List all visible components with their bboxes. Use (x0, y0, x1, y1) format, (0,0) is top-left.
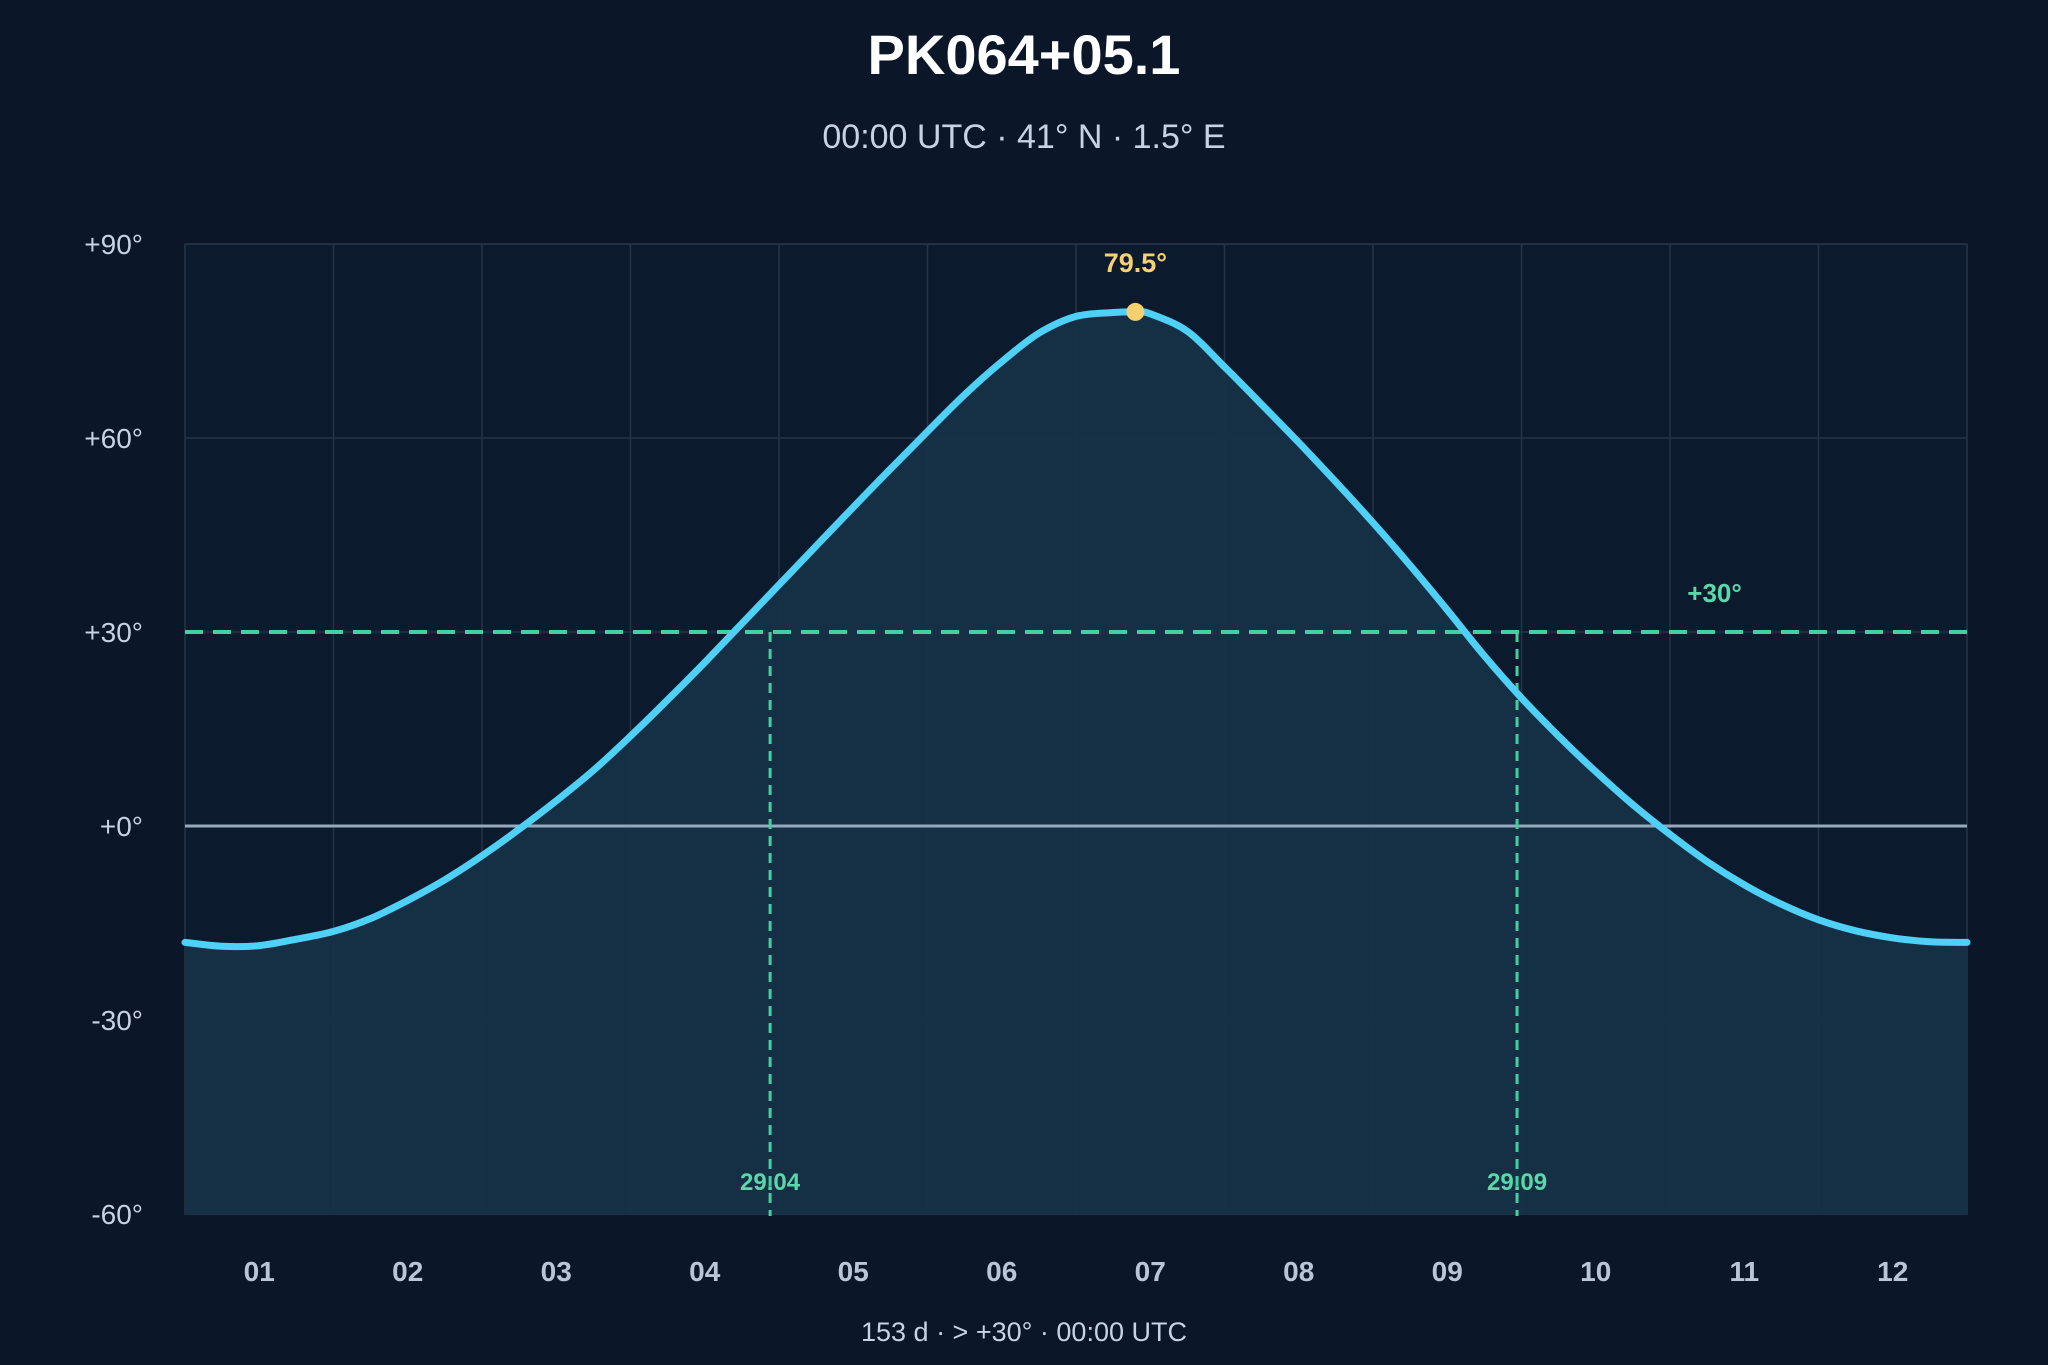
x-axis-ticks: 01 02 03 04 05 06 07 08 09 10 11 12 (244, 1256, 1909, 1287)
peak-marker (1126, 302, 1145, 321)
x-tick-label: 09 (1432, 1256, 1463, 1287)
x-tick-label: 05 (838, 1256, 869, 1287)
threshold-label: +30° (1687, 578, 1742, 608)
x-tick-label: 04 (689, 1256, 721, 1287)
x-tick-label: 02 (392, 1256, 423, 1287)
y-tick-label: +60° (84, 423, 143, 454)
x-tick-label: 03 (541, 1256, 572, 1287)
x-tick-label: 07 (1135, 1256, 1166, 1287)
series-line (181, 308, 1971, 951)
x-tick-label: 11 (1729, 1256, 1759, 1287)
peak-label: 79.5° (1104, 248, 1167, 278)
y-tick-label: -60° (91, 1199, 143, 1230)
y-tick-label: -30° (91, 1005, 143, 1036)
y-tick-label: +0° (100, 811, 143, 842)
threshold-crossings: 29.04 29.09 (740, 632, 1547, 1216)
x-tick-label: 12 (1877, 1256, 1908, 1287)
crossing-label: 29.04 (740, 1169, 801, 1196)
x-tick-label: 08 (1283, 1256, 1314, 1287)
series-area-fill (185, 311, 1967, 1214)
x-tick-label: 06 (986, 1256, 1017, 1287)
chart-title: PK064+05.1 (868, 23, 1181, 86)
chart-footer: 153 d · > +30° · 00:00 UTC (861, 1317, 1187, 1347)
x-tick-label: 01 (244, 1256, 275, 1287)
y-tick-label: +30° (84, 617, 143, 648)
crossing-label: 29.09 (1487, 1169, 1547, 1196)
x-tick-label: 10 (1580, 1256, 1611, 1287)
y-tick-label: +90° (84, 229, 143, 260)
chart-subtitle: 00:00 UTC · 41° N · 1.5° E (822, 118, 1225, 156)
y-axis-ticks: +90° +60° +30° +0° -30° -60° (84, 229, 143, 1230)
